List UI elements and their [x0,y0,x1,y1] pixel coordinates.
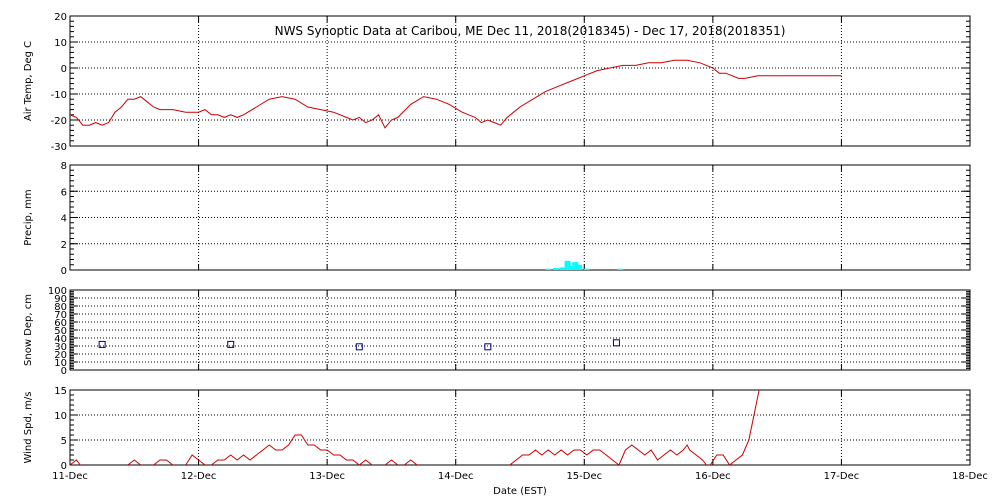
air-temp-ylabel: Air Temp, Deg C [23,41,34,121]
precip-ytick-label: 4 [61,214,67,225]
wind-speed-series-line [127,459,142,466]
wind-speed-series-line [509,444,707,466]
x-tick-label: 11-Dec [52,471,88,482]
precip-bar [559,267,566,270]
x-tick-label: 18-Dec [952,471,988,482]
x-tick-label: 15-Dec [566,471,602,482]
panel-precip: 0 2 4 6 8 Precip, mm [23,161,971,277]
wind-speed-series-line [69,459,81,466]
air-temp-ytick-label: -20 [51,116,67,127]
snow-depth-ytick-label: 40 [54,334,67,345]
snow-depth-ytick-label: 50 [54,326,67,337]
snow-depth-ytick-label: 80 [54,302,67,313]
wind-speed-ytick-label: 0 [61,461,67,472]
wind-speed-series-line [153,459,174,466]
precip-bar [576,264,583,270]
snow-depth-ytick-label: 70 [54,310,67,321]
wind-speed-ylabel: Wind Spd, m/s [23,391,34,463]
snow-depth-ytick-label: 20 [54,350,67,361]
air-temp-ytick-label: -10 [51,90,67,101]
precip-bar [545,268,552,270]
snow-depth-ytick-label: 10 [54,358,67,369]
precip-ylabel: Precip, mm [23,189,34,245]
x-axis: 11-Dec 12-Dec 13-Dec 14-Dec 15-Dec 16-Dec 17-D… [52,471,988,482]
precip-bar [572,262,579,270]
wind-speed-series-line [211,434,360,466]
wind-speed-frame [69,389,971,466]
precip-bar [564,260,571,270]
wind-speed-ytick-label: 5 [61,436,67,447]
air-temp-ytick-label: 20 [54,12,67,23]
air-temp-ytick-label: 0 [61,64,67,75]
air-temp-ytick-label: 10 [54,38,67,49]
precip-bar [553,268,559,270]
snow-depth-point [484,343,492,351]
wind-speed-ytick-label: 10 [54,411,67,422]
wind-speed-series-line [384,459,399,466]
chart-title: NWS Synoptic Data at Caribou, ME Dec 11,… [275,24,786,38]
air-temp-series-line [69,59,842,129]
snow-depth-ytick-label: 60 [54,318,67,329]
x-tick-label: 16-Dec [695,471,731,482]
snow-depth-point [355,343,363,351]
precip-ytick-label: 0 [61,266,67,277]
wind-speed-ytick-label: 15 [54,386,67,397]
x-axis-label: Date (EST) [493,486,547,497]
wind-speed-series-line [185,454,206,466]
x-tick-label: 13-Dec [309,471,345,482]
x-tick-label: 14-Dec [438,471,474,482]
snow-depth-ylabel: Snow Dep, cm [23,294,34,366]
snow-depth-ytick-label: 0 [61,366,67,377]
snow-depth-point [227,340,235,348]
air-temp-ytick-label: -30 [51,142,67,153]
precip-bar [568,266,575,270]
wind-speed-series-line [403,459,418,466]
wind-speed-series-line [358,459,373,466]
precip-ytick-label: 2 [61,240,67,251]
snow-depth-ytick-label: 90 [54,294,67,305]
snow-depth-point [612,339,620,347]
air-temp-frame [69,15,971,147]
precip-bar [583,268,590,270]
x-tick-label: 17-Dec [824,471,860,482]
snow-depth-ytick-label: 30 [54,342,67,353]
precip-ytick-label: 6 [61,187,67,198]
precip-ytick-label: 8 [61,161,67,172]
panel-wind-speed: 0 5 10 15 Wind Spd, m/s [23,386,971,472]
snow-depth-ytick-label: 100 [48,286,67,297]
wind-speed-series-line [709,389,760,466]
panel-air-temp: -30 -20 -10 0 10 20 Air Temp, Deg C [23,12,971,153]
snow-depth-point [98,340,106,348]
x-tick-label: 12-Dec [181,471,217,482]
precip-bar [617,268,624,270]
